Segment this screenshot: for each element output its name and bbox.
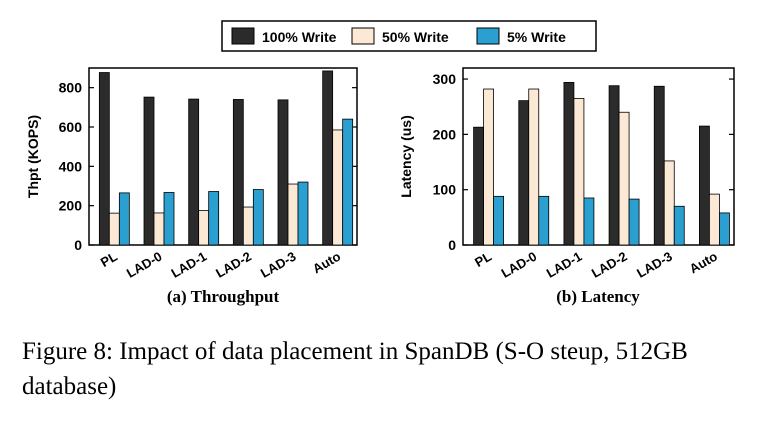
bar-lad-2-2 [618, 111, 630, 246]
y-tick-label: 0 [448, 237, 456, 253]
y-axis-label: Latency (us) [398, 115, 414, 197]
x-tick-label: PL [98, 249, 120, 270]
bar-lad-2-1 [608, 85, 620, 246]
x-tick-label: LAD-1 [169, 249, 210, 281]
bar-lad-3-3 [297, 181, 309, 246]
bar-lad-3-1 [277, 99, 289, 246]
bar-lad-0-3 [538, 195, 550, 246]
legend-label-3: 5% Write [507, 29, 566, 45]
bar-lad-3-2 [287, 183, 299, 246]
y-tick-label: 200 [59, 198, 83, 214]
bar-auto-3 [342, 118, 354, 246]
bar-pl-1 [473, 126, 484, 246]
bar-pl-3 [493, 195, 504, 246]
legend-swatch-1 [231, 27, 255, 45]
bar-lad-1-2 [198, 210, 210, 246]
x-tick-label: LAD-3 [258, 249, 299, 281]
bar-auto-3 [719, 212, 730, 246]
legend-swatch-3 [476, 27, 500, 45]
bar-lad-1-1 [188, 98, 200, 246]
x-tick-label: Auto [687, 249, 720, 277]
bar-lad-0-2 [528, 88, 540, 246]
x-tick-label: LAD-2 [213, 249, 254, 281]
legend-swatch-2 [351, 27, 375, 45]
y-tick-label: 800 [59, 80, 83, 96]
x-tick-label: PL [472, 249, 494, 270]
bar-lad-2-2 [242, 206, 254, 246]
bar-auto-1 [699, 125, 710, 246]
bar-pl-2 [108, 212, 120, 246]
legend-label-2: 50% Write [382, 29, 449, 45]
bar-lad-2-3 [628, 198, 640, 246]
subplot-caption: (a) Throughput [167, 287, 280, 306]
bar-lad-1-3 [208, 191, 220, 246]
y-tick-label: 200 [433, 126, 457, 142]
bar-lad-2-3 [252, 189, 264, 246]
y-tick-label: 0 [74, 237, 82, 253]
bar-auto-2 [709, 193, 720, 246]
y-tick-label: 100 [433, 182, 457, 198]
x-tick-label: LAD-3 [634, 249, 675, 281]
plot-frame [88, 67, 358, 246]
bar-lad-0-2 [153, 212, 165, 246]
bar-lad-0-3 [163, 192, 175, 246]
x-tick-label: Auto [310, 249, 343, 277]
bar-lad-3-1 [653, 85, 665, 246]
bar-pl-2 [483, 88, 494, 246]
x-tick-label: LAD-0 [124, 249, 165, 281]
x-tick-label: LAD-1 [544, 249, 585, 281]
bar-lad-0-1 [518, 100, 530, 246]
bar-lad-3-2 [663, 160, 675, 246]
y-tick-label: 300 [433, 71, 457, 87]
figure-caption: Figure 8: Impact of data placement in Sp… [22, 338, 688, 400]
bar-lad-2-1 [232, 99, 244, 246]
bar-lad-1-1 [563, 81, 575, 246]
x-tick-label: LAD-2 [589, 249, 630, 281]
y-tick-label: 600 [59, 119, 83, 135]
bar-auto-2 [332, 129, 344, 246]
bar-lad-1-3 [583, 197, 595, 246]
bar-lad-1-2 [573, 98, 585, 246]
bar-pl-1 [98, 72, 110, 246]
legend-box [221, 20, 597, 52]
bar-lad-3-3 [673, 205, 685, 246]
subplot-caption: (b) Latency [556, 287, 640, 306]
bar-auto-1 [322, 70, 334, 246]
legend: 100% Write 50% Write 5% Write [221, 20, 597, 52]
bar-pl-3 [118, 192, 130, 246]
x-tick-label: LAD-0 [499, 249, 540, 281]
plot-frame [462, 67, 735, 246]
y-axis-label: Thpt (KOPS) [25, 115, 41, 198]
legend-label-1: 100% Write [262, 29, 337, 45]
bar-lad-0-1 [143, 96, 155, 246]
chart-panel-2: 0 100 200 300 Latency (us) PL LAD-0 LAD-1 LAD-2 L… [398, 67, 735, 306]
y-tick-label: 400 [59, 158, 83, 174]
